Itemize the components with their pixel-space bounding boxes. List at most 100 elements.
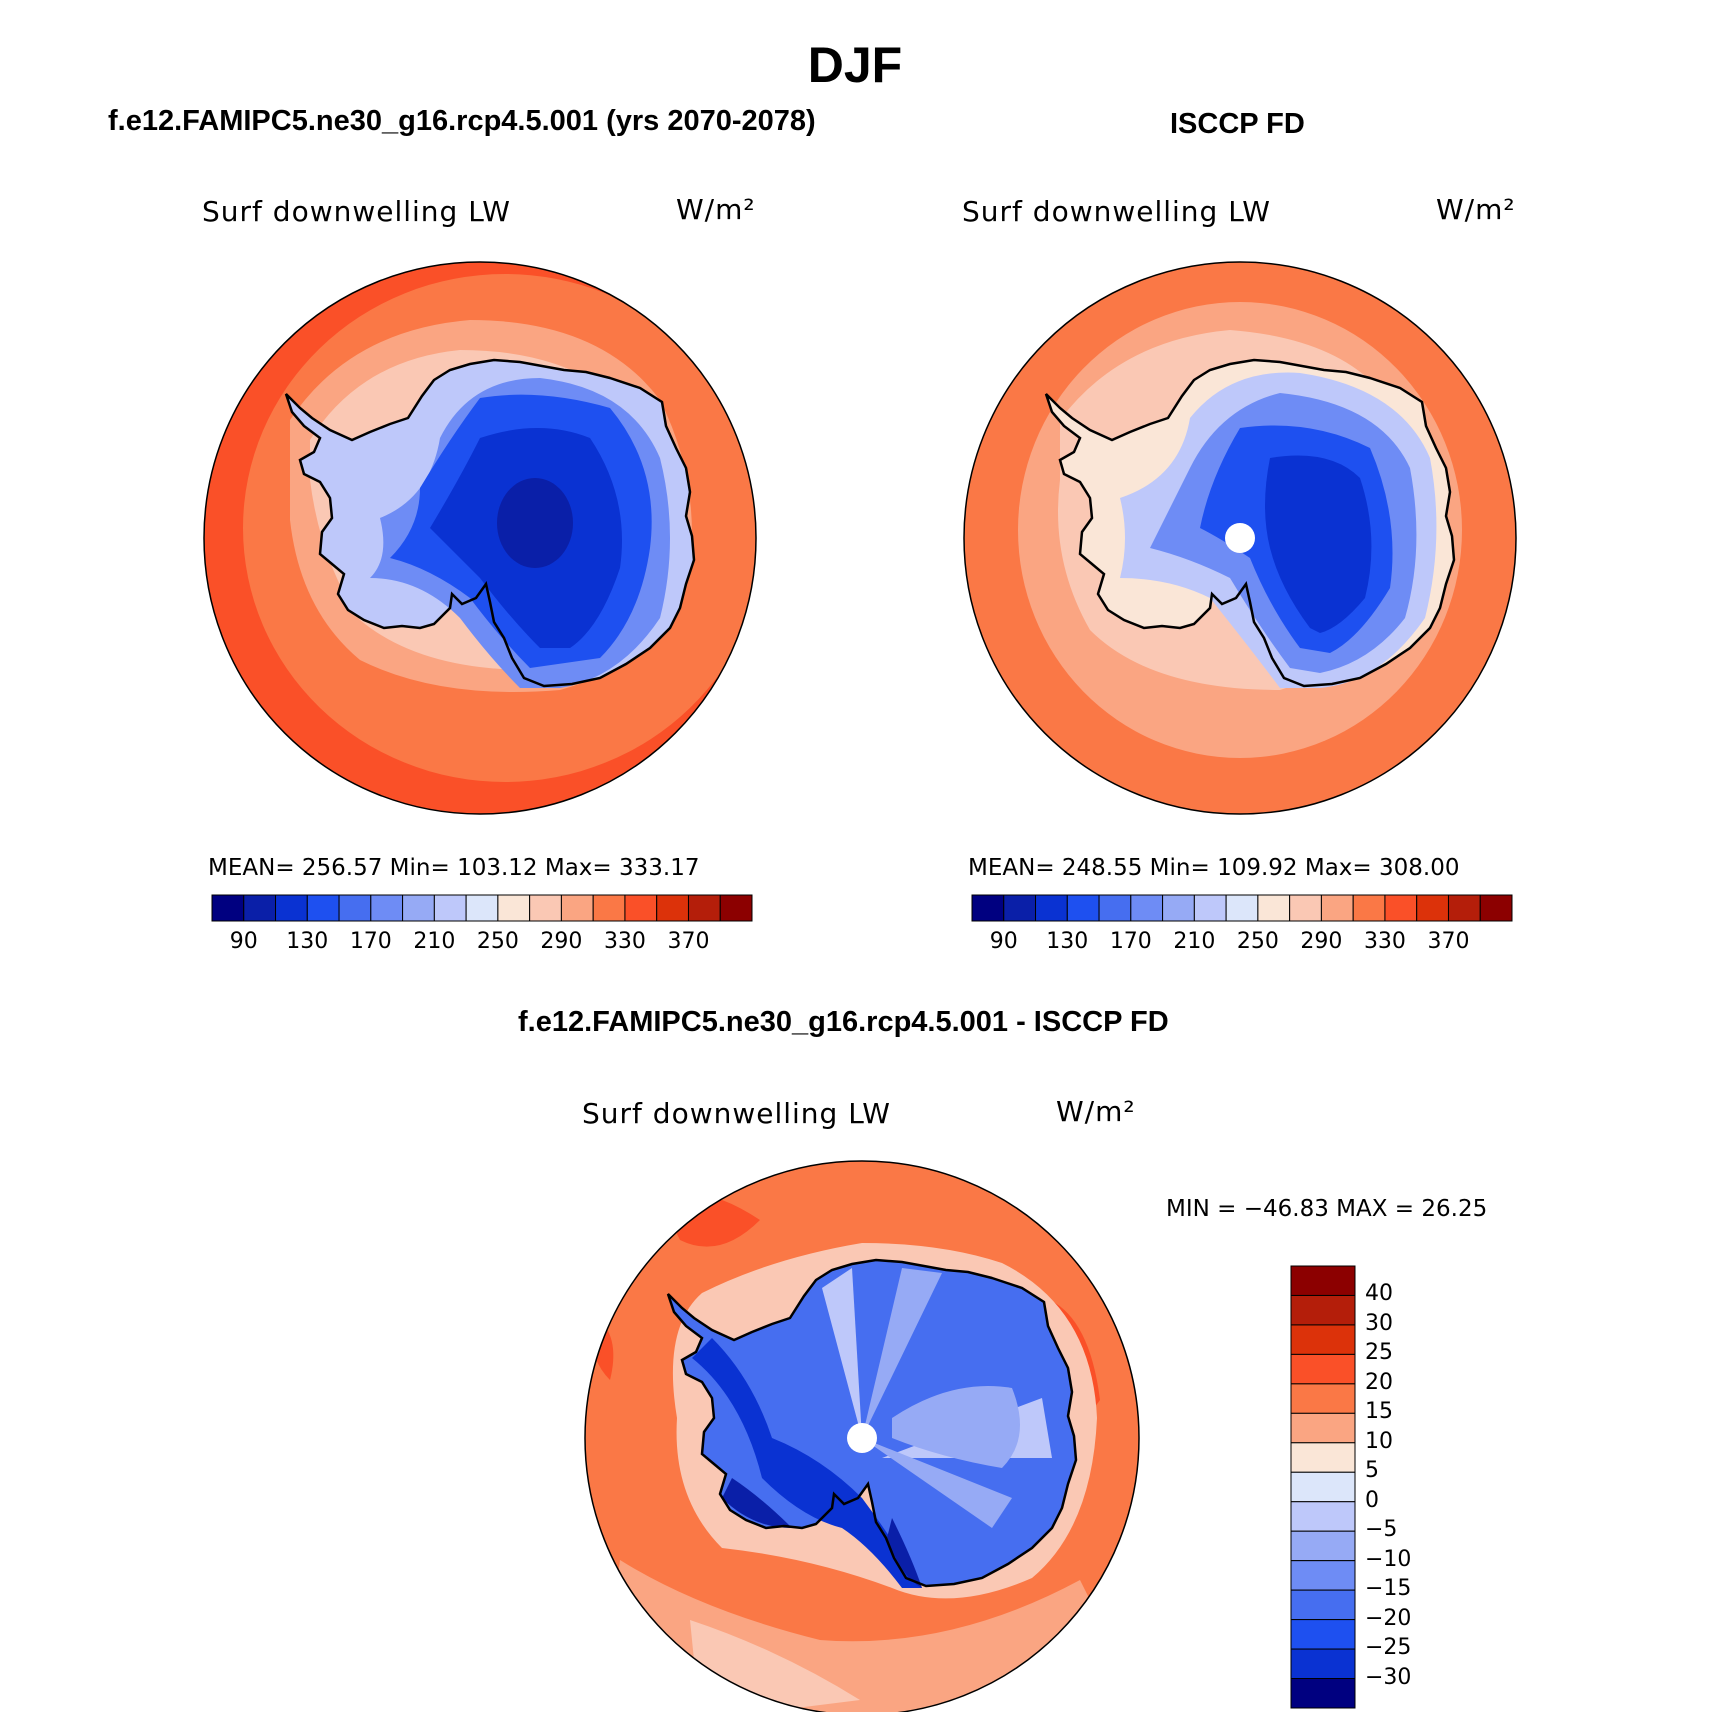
panel3-colorbar-swatch [1290,1383,1356,1414]
panel1-colorbar-swatch [624,894,658,922]
panel2-colorbar-swatch [1384,894,1418,922]
panel1-colorbar-tick-label: 130 [286,929,329,954]
panel3-fill-neg10-a [862,1268,942,1438]
panel2-colorbar-swatch [1447,894,1481,922]
panel3-fill-neg10-c [892,1386,1020,1468]
panel3-colorbar-tick-label: 25 [1365,1340,1393,1366]
panel3-colorbar-swatch [1290,1294,1356,1326]
panel2-colorbar-swatch [1479,894,1513,922]
panel3-colorbar-swatch [1290,1412,1356,1444]
panel2-variable: Surf downwelling LW [962,195,1271,228]
panel1-colorbar [211,894,753,922]
panel2-units: W/m² [1436,193,1516,226]
panel2-colorbar-tick-label: 130 [1046,929,1089,954]
panel3-fill-neg40-b [887,1518,922,1588]
panel2-colorbar-swatch [1130,894,1164,922]
panel2-title: ISCCP FD [1170,108,1305,140]
panel2-pole-hole [1225,523,1255,553]
panel1-colorbar-swatch [402,894,435,922]
panel2-colorbar-swatch [1416,894,1449,922]
panel3-map-border [584,1160,1140,1712]
panel3-stats: MIN = −46.83 MAX = 26.25 [1166,1196,1488,1222]
panel3-title: f.e12.FAMIPC5.ne30_g16.rcp4.5.001 - ISCC… [518,1006,1169,1038]
panel3-units: W/m² [1056,1095,1136,1128]
panel2-colorbar-tick-label: 370 [1427,929,1470,954]
panel3-colorbar-swatch [1290,1678,1356,1709]
panel2-colorbar-swatch [1320,894,1354,922]
panel1-colorbar-swatch [465,894,499,922]
panel1-title: f.e12.FAMIPC5.ne30_g16.rcp4.5.001 (yrs 2… [108,105,816,137]
panel2-map [963,261,1517,815]
panel1-colorbar-swatch [592,894,626,922]
panel3-colorbar-swatch [1290,1619,1356,1650]
panel3-colorbar-tick-label: −25 [1365,1635,1412,1661]
panel2-colorbar-swatch [1066,894,1100,922]
panel1-fill-100 [497,478,573,568]
panel3-fill-neg40-a [722,1478,792,1528]
panel3-colorbar-tick-label: 30 [1365,1310,1393,1336]
panel3-colorbar-tick-label: 40 [1365,1281,1393,1307]
panel1-map-border [203,261,757,815]
panel3-colorbar-tick-label: −30 [1365,1664,1412,1690]
figure-title: DJF [807,37,903,93]
panel1-colorbar-swatch [243,894,277,922]
panel1-colorbar-tick-label: 250 [476,929,519,954]
panel1-contours [204,262,756,814]
panel2-colorbar-swatch [971,894,1005,922]
panel3-colorbar-tick-label: −20 [1365,1605,1412,1631]
panel1-colorbar-tick-label: 370 [667,929,710,954]
panel3-colorbar-tick-label: 0 [1365,1487,1379,1513]
panel2-colorbar-swatch [1035,894,1068,922]
panel1-colorbar-swatch [211,894,245,922]
panel3-colorbar-tick-label: −15 [1365,1576,1412,1602]
panel2-fill-120 [1265,455,1372,633]
panel3-fill-neg5-b [822,1268,862,1438]
panel1-colorbar-swatch [719,894,753,922]
panel2-colorbar-swatch [1193,894,1227,922]
panel2-colorbar-swatch [1352,894,1386,922]
panel1-colorbar-swatch [687,894,721,922]
panel2-colorbar [971,894,1513,922]
panel3-fill-neg30 [692,1338,922,1588]
panel3-colorbar-swatch [1290,1442,1356,1473]
panel2-map-border [963,261,1517,815]
panel3-colorbar [1290,1265,1356,1709]
panel1-colorbar-swatch [275,894,308,922]
panel1-colorbar-tick-label: 290 [540,929,583,954]
panel2-contours [964,262,1516,814]
panel2-colorbar-swatch [1162,894,1195,922]
panel1-colorbar-swatch [656,894,689,922]
panel1-colorbar-swatch [338,894,372,922]
panel1-stats: MEAN= 256.57 Min= 103.12 Max= 333.17 [208,855,700,881]
panel3-colorbar-tick-label: 20 [1365,1369,1393,1395]
panel3-colorbar-swatch [1290,1353,1356,1385]
panel3-contours [585,1161,1139,1712]
panel2-colorbar-tick-label: 210 [1173,929,1216,954]
panel3-colorbar-tick-label: −5 [1365,1517,1398,1543]
panel3-pole-hole [847,1423,877,1453]
panel1-units: W/m² [676,193,756,226]
panel3-fill-neg10-b [862,1438,1012,1528]
panel3-colorbar-swatch [1290,1648,1356,1680]
panel1-map [203,261,757,815]
panel3-colorbar-tick-label: 5 [1365,1458,1379,1484]
panel2-colorbar-swatch [1289,894,1322,922]
panel2-colorbar-tick-label: 90 [989,929,1018,954]
panel2-colorbar-tick-label: 250 [1236,929,1279,954]
panel2-colorbar-tick-label: 290 [1300,929,1343,954]
panel3-colorbar-swatch [1290,1324,1356,1355]
panel2-colorbar-tick-label: 330 [1363,929,1406,954]
panel1-colorbar-swatch [370,894,404,922]
panel1-colorbar-swatch [306,894,340,922]
panel3-colorbar-swatch [1290,1560,1356,1591]
panel1-colorbar-swatch [433,894,467,922]
panel1-colorbar-tick-label: 170 [349,929,392,954]
panel2-stats: MEAN= 248.55 Min= 109.92 Max= 308.00 [968,855,1460,881]
panel3-colorbar-tick-label: −10 [1365,1546,1412,1572]
panel3-variable: Surf downwelling LW [582,1097,891,1130]
panel3-colorbar-tick-label: 10 [1365,1428,1393,1454]
panel3-colorbar-swatch [1290,1501,1356,1532]
panel1-colorbar-tick-label: 210 [413,929,456,954]
panel3-colorbar-swatch [1290,1589,1356,1621]
